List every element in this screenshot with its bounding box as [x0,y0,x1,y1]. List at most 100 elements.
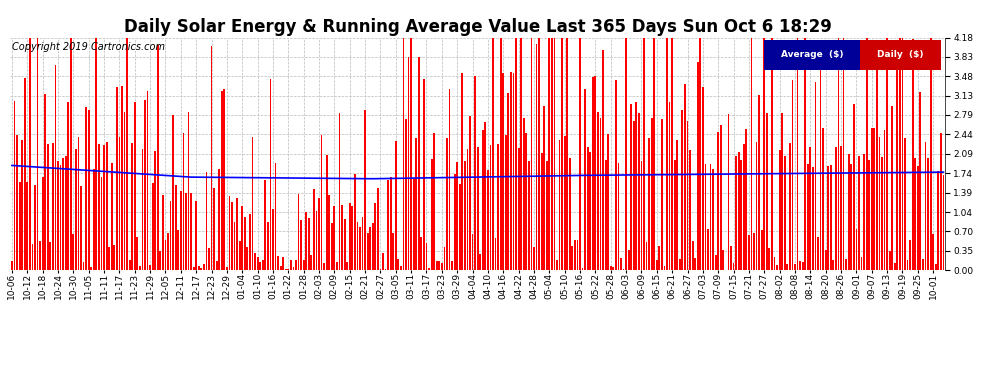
Bar [571,246,573,270]
Bar [256,257,258,270]
Bar [421,237,423,270]
Bar [842,38,844,270]
Bar [768,248,770,270]
Bar [129,260,131,270]
Bar [316,210,318,270]
Bar [592,77,594,270]
Bar [845,259,847,270]
Bar [523,118,525,270]
Bar [62,158,64,270]
Bar [589,152,591,270]
Bar [830,165,832,270]
Bar [633,121,635,270]
Bar [495,238,496,270]
Bar [656,260,657,270]
Bar [339,113,341,270]
Bar [878,137,880,270]
Bar [576,240,578,270]
Bar [70,38,71,270]
Bar [610,266,612,270]
Bar [763,38,765,270]
Bar [334,206,336,270]
Bar [541,153,543,270]
Bar [298,195,299,270]
Bar [838,38,840,270]
Bar [400,266,402,270]
Bar [702,87,704,270]
Bar [841,146,842,270]
Bar [377,188,379,270]
Bar [789,143,791,270]
Bar [356,222,358,270]
Bar [50,243,51,270]
Bar [865,38,867,270]
Bar [474,76,476,270]
Bar [239,242,241,270]
Bar [533,247,535,270]
Bar [891,106,893,270]
Bar [83,262,84,270]
Bar [661,120,663,270]
Bar [741,159,742,270]
Bar [784,156,786,270]
Bar [244,217,246,270]
Bar [889,251,891,270]
Bar [638,114,640,270]
Bar [64,156,66,270]
Bar [909,240,911,270]
Bar [180,191,182,270]
Bar [928,158,929,270]
Bar [216,261,218,270]
Bar [37,38,39,270]
Bar [650,118,652,270]
Bar [868,160,870,270]
Bar [461,73,463,270]
Text: Daily  ($): Daily ($) [877,51,924,59]
Bar [387,180,389,270]
Bar [553,38,555,270]
Bar [556,260,558,270]
Bar [536,44,538,270]
Bar [521,38,522,270]
Bar [324,263,325,270]
Bar [295,260,297,270]
Bar [103,145,105,270]
Bar [641,160,643,270]
Bar [182,133,184,270]
Bar [915,158,916,270]
Bar [444,248,446,270]
Bar [116,87,118,270]
Bar [428,268,430,270]
Bar [193,267,194,270]
Bar [167,233,169,270]
Bar [344,219,346,270]
Bar [93,169,95,270]
Bar [653,38,655,270]
Bar [453,174,455,270]
Bar [282,257,284,270]
FancyBboxPatch shape [860,40,940,70]
Bar [224,88,226,270]
Bar [658,246,660,270]
Bar [185,193,187,270]
Bar [584,89,586,270]
Bar [858,156,860,270]
Bar [369,227,371,270]
Bar [558,140,560,270]
Bar [850,164,852,270]
Bar [90,267,92,270]
Bar [602,50,604,270]
Bar [881,157,883,270]
Bar [477,147,478,270]
Bar [311,255,312,270]
Bar [886,38,888,270]
Bar [106,142,108,270]
Bar [853,104,854,270]
Bar [80,186,82,270]
Bar [456,162,458,270]
Bar [329,195,330,270]
Bar [579,38,581,270]
Bar [505,135,507,270]
Bar [426,243,428,270]
Bar [847,154,849,270]
